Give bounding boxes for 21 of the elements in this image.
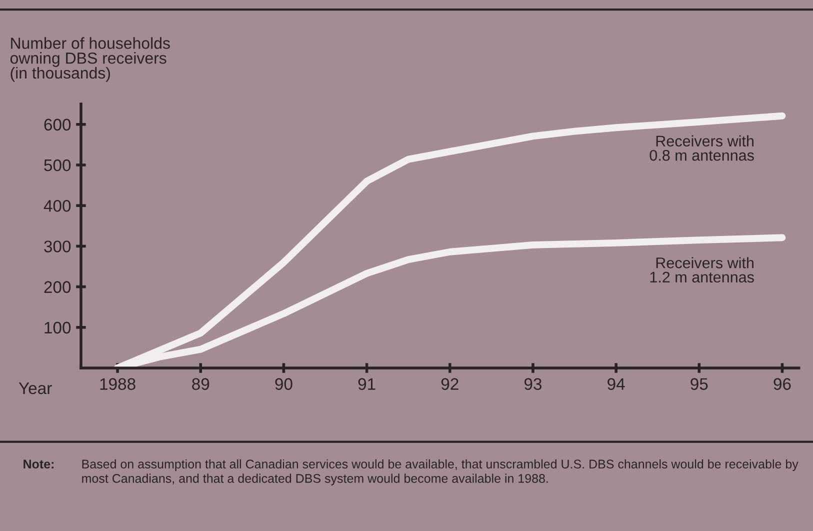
y-tick-label: 300 — [44, 240, 71, 252]
x-tick-label: 94 — [608, 378, 625, 390]
y-tick-label: 100 — [44, 322, 71, 334]
x-tick-label: 93 — [524, 378, 542, 390]
x-tick-label: 95 — [690, 378, 708, 390]
series-label: Receivers with 1.2 m antennas — [650, 257, 754, 283]
x-tick-label: 1988 — [100, 378, 136, 390]
y-tick-label: 500 — [44, 159, 71, 172]
y-tick-label: 200 — [44, 281, 71, 293]
y-tick-label: 600 — [44, 118, 71, 131]
text: Note: — [24, 460, 54, 468]
x-axis-title: Year — [18, 382, 52, 394]
x-tick-label: 89 — [192, 378, 210, 390]
x-tick-label: 96 — [774, 378, 791, 390]
x-tick-label: 92 — [441, 378, 458, 390]
text: Based on assumption that all Canadian services would be available, that unscrambled U.S. DBS channels would be receivable by most Canadians, and that a dedicated DBS system would become available in 1988. — [82, 459, 798, 486]
x-tick-label: 91 — [358, 378, 376, 390]
x-tick-label: 90 — [275, 378, 292, 390]
series-label: Receivers with 0.8 m antennas — [650, 135, 754, 161]
y-tick-label: 400 — [44, 200, 71, 212]
y-axis-title: Number of households owning DBS receivers (in thousands) — [10, 37, 170, 82]
